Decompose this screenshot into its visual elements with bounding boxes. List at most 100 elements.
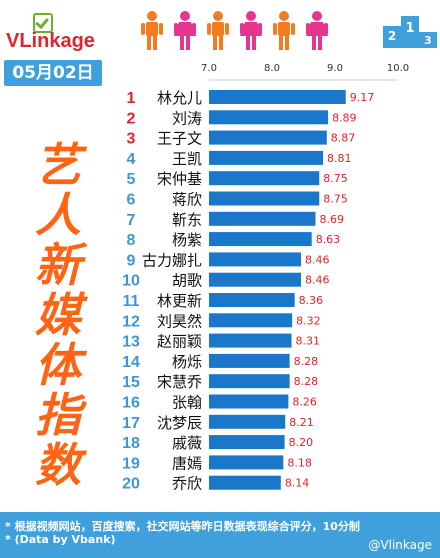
value-label: 8.69 [319,213,344,226]
person-arm [207,23,211,35]
male-icon [207,11,229,50]
name-label: 宋慧乔 [157,373,202,391]
bar [209,333,292,348]
ranking-bar-chart: 7.0 8.0 9.0 10.0 1 林允儿 9.17 2 刘涛 8.89 3 王子文 8.87 4 王凯 8… [122,63,409,493]
value-label: 8.63 [316,233,341,246]
name-label: 杨烁 [172,353,202,371]
name-label: 乔欣 [172,475,202,493]
footer: * 根据视频网站，百度搜索，社交网站等昨日数据表现综合评分，10分制 * (Da… [0,512,440,558]
bar [209,353,290,368]
date-badge: 05月02日 [4,60,102,86]
value-label: 8.32 [296,314,321,327]
rank-label: 5 [127,171,136,188]
bar [209,110,329,125]
person-leg [213,36,217,50]
value-label: 8.20 [289,436,314,449]
bar [209,475,281,490]
side-title-char: 体 [35,338,81,392]
rank-label: 4 [127,151,136,168]
bar [209,171,320,186]
person-leg [252,36,256,50]
footer-credit: @Vlinkage [368,538,432,552]
value-label: 8.46 [305,274,330,287]
bar [209,394,289,409]
value-label: 8.89 [332,111,357,124]
bar [209,90,346,104]
value-label: 8.21 [289,416,314,429]
person-arm [291,23,295,35]
person-arm [159,23,163,35]
value-label: 8.31 [296,335,321,348]
svg-text:3: 3 [424,34,432,47]
x-tick-label: 10.0 [387,63,409,74]
person-head [312,11,322,21]
rank-label: 15 [122,374,140,391]
female-icon [240,11,262,50]
name-label: 王子文 [157,130,202,148]
name-label: 林允儿 [157,89,202,107]
person-leg [180,36,184,50]
person-leg [153,36,157,50]
person-leg [318,36,322,50]
bar [209,150,324,165]
value-label: 8.28 [294,355,319,368]
person-arm [225,23,229,35]
person-leg [285,36,289,50]
header: VLinkage 1 2 3 [0,0,440,60]
person-leg [219,36,223,50]
person-dress [240,22,262,36]
value-label: 8.18 [287,456,312,469]
value-label: 8.75 [323,172,348,185]
rank-label: 8 [127,232,136,249]
bar [209,272,301,287]
footer-source: * (Data by Vbank) [5,533,116,546]
person-head [180,11,190,21]
value-label: 8.87 [331,132,356,145]
footer-note: * 根据视频网站，百度搜索，社交网站等昨日数据表现综合评分，10分制 [5,520,360,533]
person-arm [174,23,178,35]
person-head [213,11,223,21]
male-icon [141,11,163,50]
name-label: 刘涛 [172,109,202,127]
person-head [147,11,157,21]
side-title-char: 人 [35,188,81,242]
name-label: 宋仲基 [157,170,202,188]
rank-label: 1 [127,90,136,107]
side-title-char: 艺 [35,138,81,192]
name-label: 胡歌 [172,272,202,290]
person-leg [279,36,283,50]
rank-label: 12 [122,313,140,330]
name-label: 蒋欣 [172,191,202,209]
rank-label: 17 [122,415,140,432]
bar [209,435,285,450]
person-dress [306,22,328,36]
person-torso [146,22,158,36]
person-head [279,11,289,21]
name-label: 王凯 [172,150,202,168]
brand-logo: VLinkage [6,30,95,52]
name-label: 靳东 [172,211,202,229]
person-leg [147,36,151,50]
name-label: 赵丽颖 [157,333,202,351]
bar [209,211,316,226]
bar [209,414,286,429]
name-label: 刘昊然 [157,312,202,330]
svg-text:2: 2 [388,29,396,43]
person-arm [258,23,262,35]
rank-label: 19 [122,455,140,472]
bar [209,455,284,470]
person-arm [141,23,145,35]
person-torso [278,22,290,36]
bar [209,252,301,267]
rank-label: 13 [122,334,140,351]
name-label: 林更新 [157,292,202,310]
bar [209,191,320,206]
person-torso [212,22,224,36]
rank-label: 10 [122,273,140,290]
name-label: 唐嫣 [172,454,202,472]
person-dress [174,22,196,36]
female-icon [306,11,328,50]
value-label: 8.75 [323,193,348,206]
name-label: 沈梦辰 [157,414,202,432]
person-leg [186,36,190,50]
